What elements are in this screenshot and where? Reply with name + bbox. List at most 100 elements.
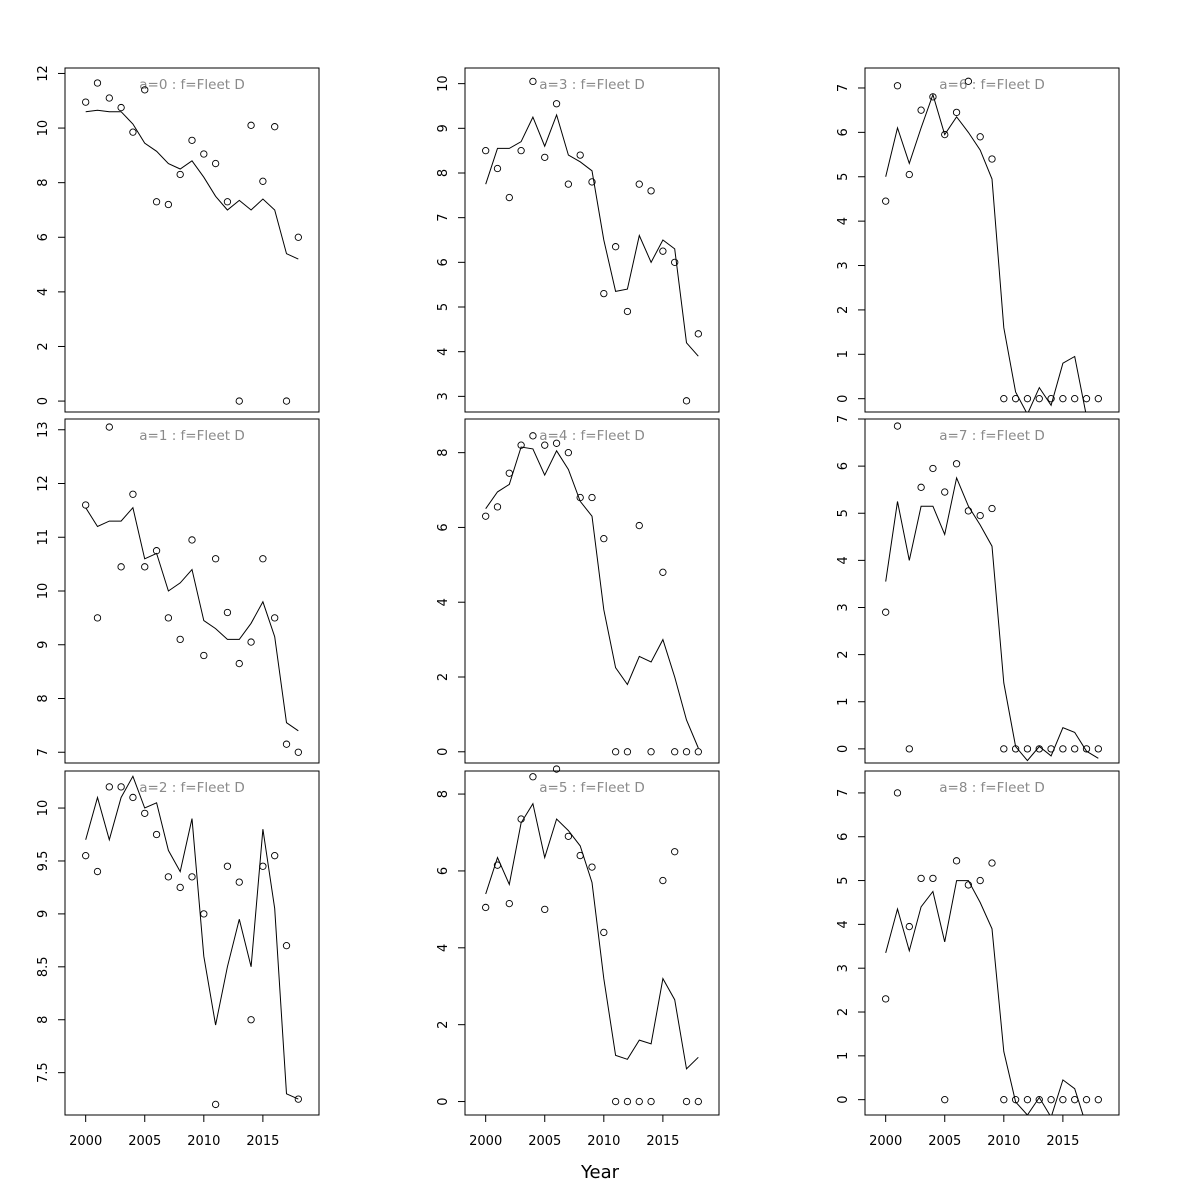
fitted-line bbox=[885, 880, 1084, 1115]
panel-frame bbox=[464, 67, 720, 413]
observed-point bbox=[682, 1097, 691, 1106]
observed-point bbox=[493, 861, 502, 869]
y-tick-label: 1 bbox=[836, 698, 851, 706]
observed-point bbox=[164, 873, 173, 881]
observed-point bbox=[247, 121, 255, 129]
observed-point bbox=[152, 198, 161, 206]
y-tick-label: 8 bbox=[36, 179, 51, 187]
observed-point bbox=[659, 876, 667, 885]
observed-point bbox=[671, 848, 679, 856]
observed-point bbox=[141, 86, 149, 94]
panel-frame bbox=[464, 418, 720, 764]
observed-point bbox=[235, 397, 243, 405]
y-tick-label: 8 bbox=[36, 1016, 51, 1024]
observed-point bbox=[517, 146, 525, 155]
observed-point bbox=[1082, 745, 1091, 753]
observed-point bbox=[294, 1095, 302, 1103]
y-tick-label: 7 bbox=[836, 84, 851, 92]
observed-point bbox=[294, 748, 302, 756]
observed-point bbox=[552, 100, 561, 108]
observed-point bbox=[952, 460, 961, 468]
panel-title: a=2 : f=Fleet D bbox=[139, 780, 244, 796]
observed-point bbox=[1035, 395, 1043, 403]
y-tick-label: 7 bbox=[836, 415, 851, 423]
y-tick-label: 10 bbox=[36, 120, 51, 137]
panel-title: a=4 : f=Fleet D bbox=[539, 428, 644, 444]
observed-point bbox=[635, 521, 643, 530]
observed-point bbox=[141, 563, 149, 571]
x-tick-label: 2010 bbox=[587, 1134, 620, 1149]
observed-point bbox=[93, 79, 102, 87]
observed-point bbox=[576, 151, 584, 159]
y-tick-label: 4 bbox=[36, 288, 51, 296]
panel-frame bbox=[64, 418, 320, 764]
observed-point bbox=[200, 910, 208, 918]
panel-title: a=0 : f=Fleet D bbox=[139, 77, 244, 93]
observed-point bbox=[82, 852, 90, 860]
y-tick-label: 9.5 bbox=[36, 851, 51, 872]
observed-point bbox=[105, 423, 113, 431]
observed-point bbox=[694, 748, 702, 756]
observed-point bbox=[223, 862, 232, 870]
y-tick-label: 4 bbox=[836, 556, 851, 564]
observed-point bbox=[200, 651, 208, 660]
observed-point bbox=[576, 851, 584, 860]
observed-point bbox=[1035, 1096, 1043, 1104]
observed-point bbox=[271, 614, 279, 622]
observed-point bbox=[188, 536, 196, 544]
x-tick-label: 2000 bbox=[869, 1134, 902, 1149]
panel-frame bbox=[864, 67, 1120, 413]
observed-point bbox=[176, 883, 184, 892]
x-tick-label: 2015 bbox=[246, 1134, 279, 1149]
observed-point bbox=[964, 77, 973, 85]
observed-point bbox=[988, 504, 996, 513]
observed-point bbox=[1047, 395, 1055, 403]
observed-point bbox=[941, 488, 949, 496]
fitted-line bbox=[85, 775, 299, 1100]
x-tick-label: 2010 bbox=[987, 1134, 1020, 1149]
observed-point bbox=[588, 863, 596, 871]
panel-3: 3 4 5 6 7 8 9 10 a=3 : f=Fleet D bbox=[436, 67, 720, 413]
panel-frame bbox=[864, 770, 1120, 1116]
y-tick-label: 13 bbox=[36, 421, 51, 438]
observed-point bbox=[1094, 745, 1102, 753]
y-tick-label: 5 bbox=[836, 173, 851, 181]
observed-point bbox=[1082, 1096, 1091, 1104]
y-tick-label: 11 bbox=[36, 529, 51, 546]
observed-point bbox=[917, 106, 925, 114]
observed-point bbox=[282, 397, 291, 405]
observed-point bbox=[529, 773, 537, 781]
observed-point bbox=[282, 740, 291, 748]
x-tick-label: 2000 bbox=[69, 1134, 102, 1149]
observed-point bbox=[129, 128, 137, 136]
y-tick-label: 8 bbox=[36, 694, 51, 702]
observed-point bbox=[1082, 395, 1091, 403]
observed-point bbox=[82, 501, 90, 509]
observed-point bbox=[129, 490, 137, 498]
y-tick-label: 6 bbox=[36, 233, 51, 241]
observed-point bbox=[117, 783, 125, 791]
observed-point bbox=[259, 177, 267, 185]
y-tick-label: 6 bbox=[836, 128, 851, 136]
y-tick-label: 2 bbox=[836, 650, 851, 658]
fitted-line bbox=[485, 446, 699, 749]
observed-point bbox=[882, 995, 890, 1003]
y-tick-label: 4 bbox=[436, 598, 451, 606]
observed-point bbox=[611, 243, 620, 251]
fitted-line bbox=[885, 476, 1099, 762]
y-tick-label: 12 bbox=[36, 475, 51, 492]
observed-point bbox=[211, 159, 220, 168]
observed-point bbox=[211, 555, 220, 563]
observed-point bbox=[188, 873, 196, 881]
panel-frame bbox=[864, 418, 1120, 764]
panel-5: 0 2 4 6 8 2000 2005 2010 2015 a=5 : f=Fleet D bbox=[436, 765, 720, 1149]
observed-point bbox=[1000, 745, 1008, 753]
observed-point bbox=[164, 200, 173, 209]
observed-point bbox=[647, 1097, 655, 1106]
observed-point bbox=[905, 745, 913, 753]
observed-point bbox=[893, 789, 902, 797]
observed-point bbox=[1071, 745, 1079, 753]
observed-point bbox=[505, 899, 513, 908]
y-tick-label: 3 bbox=[436, 392, 451, 400]
